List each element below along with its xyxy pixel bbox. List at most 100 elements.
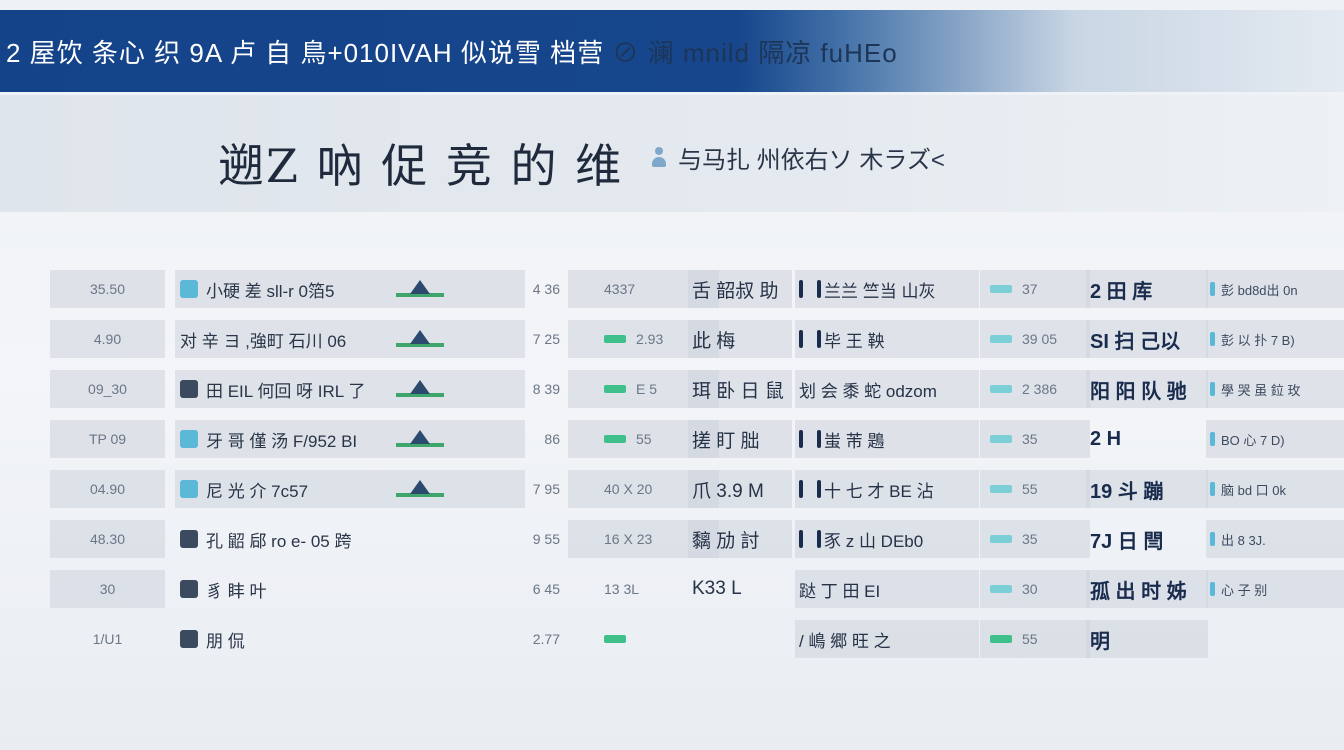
- landscape-icon: [396, 478, 444, 500]
- cell-text: 搓 盯 朏: [692, 430, 760, 452]
- cell-c4: 2.77: [470, 620, 564, 658]
- table-row[interactable]: 48.30 孔 鼦 郈 ro e- 05 跨 9 55 16 X 23 黐 劢 討 豕 z…: [50, 520, 1344, 558]
- status-indicator-icon: [990, 435, 1012, 443]
- landscape-icon: [396, 378, 444, 400]
- cell-c6: 珥 卧 日 鼠: [688, 370, 792, 408]
- table-row[interactable]: 30 豸 盽 叶 6 45 13 3L K33 L 跶 丁 田 EI 30 孤 出 时 姊 心 …: [50, 570, 1344, 608]
- status-indicator-icon: [990, 635, 1012, 643]
- item-icon: [180, 630, 198, 648]
- cell-c10: 心 子 别: [1206, 570, 1344, 608]
- cell-c3: [390, 420, 450, 458]
- cell-text: 37: [1022, 281, 1038, 297]
- column-icon: [817, 480, 821, 498]
- cell-c10: 彭 以 扑 7 B): [1206, 320, 1344, 358]
- cell-text: 55: [1022, 481, 1038, 497]
- cell-c8: 2 386: [980, 370, 1090, 408]
- cell-text: 16 X 23: [604, 531, 653, 547]
- cell-c1: 48.30: [50, 520, 165, 558]
- table-row[interactable]: TP 09 牙 哥 僅 汤 F/952 BI 86 55 搓 盯 朏 蚩 芾 鶗 35 2 H…: [50, 420, 1344, 458]
- cell-c7: 豕 z 山 DEb0: [795, 520, 979, 558]
- app-title: 2 屋饮 条心 织 9A 卢 自 鳥+010IVAH 似说雪 档营 ⊘ 澜 mn…: [0, 33, 898, 70]
- marker-icon: [1210, 282, 1215, 296]
- status-indicator-icon: [990, 535, 1012, 543]
- column-icon: [799, 480, 803, 498]
- table-row[interactable]: 1/U1 朋 侃 2.77 / 嶋 郷 旺 之 55 明: [50, 620, 1340, 658]
- cell-text: 35.50: [89, 281, 126, 297]
- cell-c6: 舌 韶叔 助: [688, 270, 792, 308]
- cell-text: 4 36: [532, 281, 560, 297]
- landscape-icon: [396, 278, 444, 300]
- cell-text: 1/U1: [92, 631, 123, 647]
- status-indicator-icon: [990, 385, 1012, 393]
- table-row[interactable]: 4.90 对 辛 ヨ ,強町 石川 06 7 25 2.93 此 梅 毕 王 鞅 39 05…: [50, 320, 1344, 358]
- cell-c3: [390, 470, 450, 508]
- item-icon: [180, 280, 198, 298]
- cell-text: 2 H: [1090, 427, 1122, 450]
- cell-text: 9 55: [532, 531, 560, 547]
- cell-text: 30: [1022, 581, 1038, 597]
- page-subtitle: 与马扎 州依右ソ 木ラズ<: [650, 140, 945, 175]
- app-header: 2 屋饮 条心 织 9A 卢 自 鳥+010IVAH 似说雪 档营 ⊘ 澜 mn…: [0, 10, 1344, 92]
- person-icon: [650, 146, 668, 169]
- table-row[interactable]: 35.50 小硬 差 sll-r 0箔5 4 36 4337 舌 韶叔 助 兰兰 竺当 山…: [50, 270, 1344, 308]
- item-icon: [180, 380, 198, 398]
- cell-c7: 十 七 才 BE 沾: [795, 470, 979, 508]
- cell-c3: [390, 370, 450, 408]
- cell-text: 19 斗 蹦: [1090, 480, 1164, 503]
- cell-c2: 豸 盽 叶: [175, 570, 525, 608]
- cell-text: 48.30: [89, 531, 126, 547]
- item-icon: [180, 480, 198, 498]
- cell-text: 孔 鼦 郈 ro e- 05 跨: [206, 531, 352, 551]
- cell-text: BO 心 7 D): [1221, 432, 1285, 448]
- marker-icon: [1210, 482, 1215, 496]
- cell-c3: [390, 620, 450, 658]
- cell-c4: 86: [470, 420, 564, 458]
- column-icon: [799, 330, 803, 348]
- cell-c2: 尼 光 介 7c57: [175, 470, 525, 508]
- item-icon: [180, 580, 198, 598]
- cell-c1: 4.90: [50, 320, 165, 358]
- cell-c1: 04.90: [50, 470, 165, 508]
- page-title: 遡Z 吶 促 竞 的 维: [218, 139, 624, 193]
- cell-c8: 39 05: [980, 320, 1090, 358]
- cell-c7: 跶 丁 田 EI: [795, 570, 979, 608]
- cell-c6: 此 梅: [688, 320, 792, 358]
- cell-c8: 35: [980, 420, 1090, 458]
- cell-text: 55: [1022, 631, 1038, 647]
- cell-c4: 6 45: [470, 570, 564, 608]
- cell-c8: 55: [980, 470, 1090, 508]
- item-icon: [180, 430, 198, 448]
- cell-c9: 7J 日 閆: [1086, 520, 1208, 558]
- status-indicator-icon: [990, 585, 1012, 593]
- cell-text: 學 哭 虽 鉝 玫: [1221, 382, 1301, 398]
- cell-c4: 7 95: [470, 470, 564, 508]
- cell-c10: [1206, 620, 1344, 658]
- cell-c2: 小硬 差 sll-r 0箔5: [175, 270, 525, 308]
- cell-c7: / 嶋 郷 旺 之: [795, 620, 979, 658]
- app-title-text: 2 屋饮 条心 织 9A 卢 自 鳥+010IVAH 似说雪 档营: [6, 37, 605, 68]
- marker-icon: [1210, 582, 1215, 596]
- cell-text: 2.77: [532, 631, 560, 647]
- cell-text: 豸 盽 叶: [206, 581, 267, 601]
- cell-c3: [390, 320, 450, 358]
- cell-text: 2.93: [636, 331, 664, 347]
- cell-c6: 搓 盯 朏: [688, 420, 792, 458]
- cell-c8: 35: [980, 520, 1090, 558]
- cell-c4: 7 25: [470, 320, 564, 358]
- cell-c5: [568, 620, 719, 658]
- cell-text: 8 39: [532, 381, 560, 397]
- table-row[interactable]: 04.90 尼 光 介 7c57 7 95 40 X 20 爪 3.9 M 十 七 才 B…: [50, 470, 1344, 508]
- cell-c9: 19 斗 蹦: [1086, 470, 1208, 508]
- cell-text: 毕 王 鞅: [824, 331, 885, 351]
- cell-text: E 5: [636, 381, 658, 397]
- marker-icon: [1210, 532, 1215, 546]
- table-row[interactable]: 09_30 田 EIL 何回 呀 IRL 了 8 39 E 5 珥 卧 日 鼠划 会 黍…: [50, 370, 1344, 408]
- marker-icon: [1210, 332, 1215, 346]
- cell-text: 35: [1022, 431, 1038, 447]
- cell-c6: 爪 3.9 M: [688, 470, 792, 508]
- cell-c7: 毕 王 鞅: [795, 320, 979, 358]
- cell-c1: 09_30: [50, 370, 165, 408]
- landscape-icon: [396, 428, 444, 450]
- status-indicator-icon: [604, 435, 626, 443]
- cell-text: 对 辛 ヨ ,強町 石川 06: [180, 331, 347, 351]
